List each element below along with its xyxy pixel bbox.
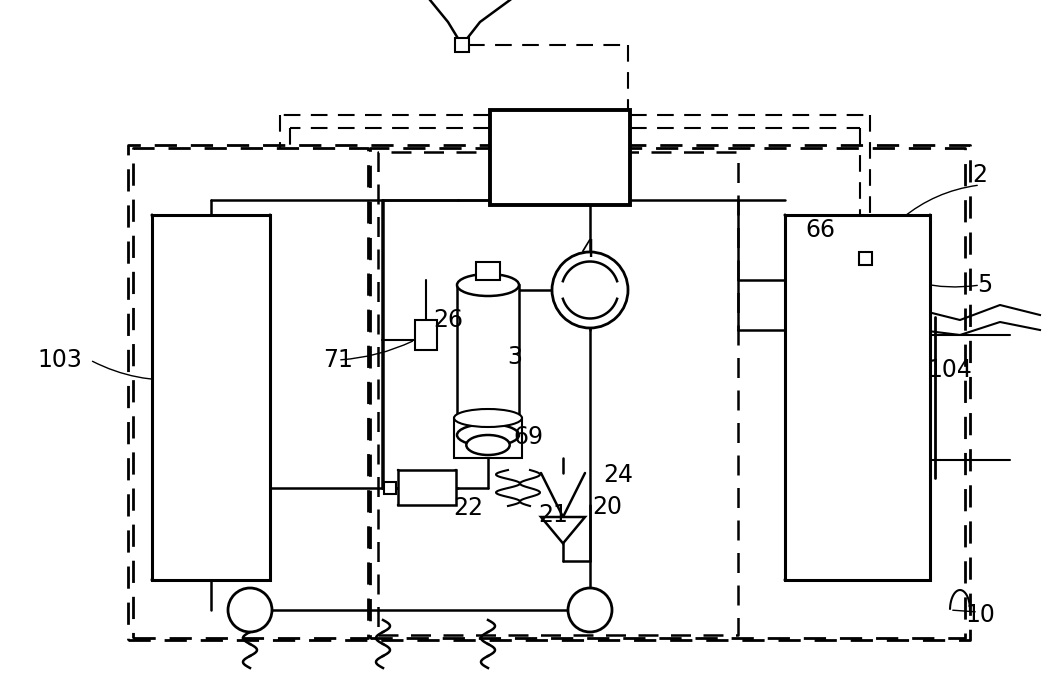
- Bar: [785, 215, 930, 580]
- Ellipse shape: [457, 424, 519, 446]
- Bar: [455, 38, 469, 52]
- Text: 66: 66: [805, 218, 835, 242]
- Text: 5: 5: [978, 273, 992, 297]
- Bar: [415, 320, 437, 350]
- Text: 4: 4: [581, 238, 595, 262]
- Text: 22: 22: [453, 496, 483, 520]
- Circle shape: [552, 252, 628, 328]
- Ellipse shape: [454, 409, 522, 427]
- Bar: [398, 470, 456, 505]
- Bar: [454, 418, 522, 458]
- Ellipse shape: [457, 274, 519, 296]
- Bar: [152, 215, 270, 580]
- Bar: [457, 285, 519, 435]
- Polygon shape: [541, 517, 585, 543]
- Ellipse shape: [466, 435, 509, 455]
- Bar: [476, 262, 500, 280]
- Bar: [859, 251, 872, 265]
- Text: 3: 3: [507, 345, 523, 369]
- Text: 24: 24: [603, 463, 633, 487]
- Text: 20: 20: [592, 495, 622, 519]
- Circle shape: [568, 588, 612, 632]
- Bar: [384, 482, 396, 494]
- Text: 26: 26: [433, 308, 463, 332]
- Text: 69: 69: [513, 425, 543, 449]
- Text: 10: 10: [965, 603, 995, 627]
- Text: 21: 21: [538, 503, 568, 527]
- Circle shape: [228, 588, 272, 632]
- Bar: [490, 110, 630, 205]
- Text: 104: 104: [927, 358, 972, 382]
- Text: 71: 71: [323, 348, 353, 372]
- Text: 103: 103: [38, 348, 83, 372]
- Text: 2: 2: [972, 163, 987, 187]
